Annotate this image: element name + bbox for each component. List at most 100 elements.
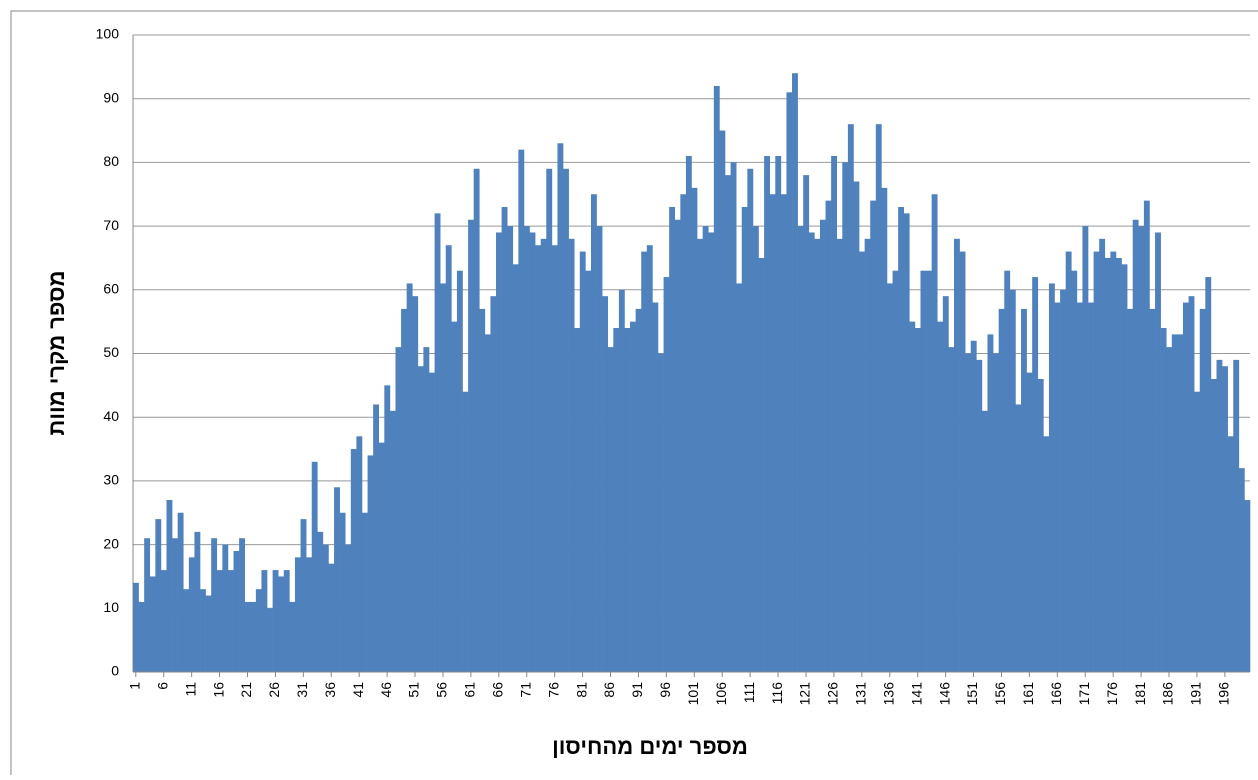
bar bbox=[389, 410, 396, 672]
bar bbox=[1166, 347, 1173, 672]
bar bbox=[847, 124, 854, 673]
x-tick-label: 96 bbox=[657, 682, 673, 698]
x-tick-label: 196 bbox=[1216, 682, 1232, 706]
bar bbox=[557, 143, 564, 673]
x-tick-label: 121 bbox=[797, 682, 813, 706]
bar bbox=[1177, 334, 1184, 672]
bar bbox=[233, 550, 240, 672]
bar bbox=[1026, 372, 1033, 672]
bar bbox=[546, 168, 553, 672]
bar bbox=[133, 582, 139, 672]
bar bbox=[468, 219, 474, 673]
bar bbox=[691, 187, 698, 672]
bar bbox=[294, 557, 301, 672]
bar bbox=[177, 512, 184, 672]
y-tick-label: 70 bbox=[103, 217, 119, 233]
bar bbox=[1009, 289, 1016, 672]
bar bbox=[1099, 238, 1106, 672]
bar bbox=[831, 156, 838, 672]
bar bbox=[149, 576, 156, 672]
bar bbox=[244, 601, 251, 672]
bar bbox=[429, 372, 435, 672]
bar bbox=[1037, 378, 1044, 672]
x-tick-label: 31 bbox=[294, 682, 310, 698]
bar bbox=[1205, 277, 1212, 672]
bar bbox=[183, 589, 190, 672]
bar bbox=[1076, 302, 1083, 672]
bar bbox=[914, 328, 921, 672]
x-tick-label: 41 bbox=[350, 682, 366, 698]
x-tick-label: 146 bbox=[936, 682, 952, 706]
x-tick-label: 71 bbox=[517, 682, 533, 698]
x-tick-label: 81 bbox=[573, 682, 589, 698]
bar bbox=[836, 238, 843, 672]
x-tick-label: 16 bbox=[210, 682, 226, 698]
bar bbox=[1182, 302, 1189, 672]
bar bbox=[1060, 289, 1066, 672]
bar bbox=[144, 538, 151, 672]
bar bbox=[1043, 436, 1050, 672]
bar bbox=[680, 194, 687, 672]
bar bbox=[792, 73, 798, 673]
bar bbox=[1194, 391, 1201, 672]
x-tick-label: 21 bbox=[238, 682, 254, 698]
bar bbox=[730, 162, 737, 672]
bar bbox=[1244, 500, 1251, 672]
bar bbox=[440, 283, 447, 672]
y-axis-title: מספר מקרי מוות bbox=[44, 271, 69, 436]
bar bbox=[1210, 378, 1217, 672]
bar bbox=[445, 245, 452, 672]
bar bbox=[630, 321, 636, 672]
bar bbox=[328, 563, 335, 672]
bar bbox=[200, 589, 206, 672]
x-tick-label: 166 bbox=[1048, 682, 1064, 706]
bar bbox=[747, 168, 754, 672]
bar bbox=[1132, 219, 1139, 673]
x-tick-label: 131 bbox=[853, 682, 869, 706]
bar bbox=[797, 226, 804, 672]
bar bbox=[786, 92, 793, 672]
bar bbox=[736, 283, 743, 672]
bar bbox=[713, 85, 720, 672]
bar bbox=[953, 238, 960, 672]
bar bbox=[574, 328, 581, 672]
bar bbox=[205, 595, 212, 672]
bar bbox=[1199, 308, 1206, 672]
x-tick-label: 51 bbox=[406, 682, 422, 698]
bar bbox=[261, 570, 268, 672]
bar bbox=[317, 531, 324, 672]
y-tick-label: 10 bbox=[103, 599, 119, 615]
bar bbox=[501, 206, 508, 673]
bar bbox=[361, 512, 368, 672]
bar bbox=[334, 487, 340, 672]
bar bbox=[339, 512, 346, 672]
bar bbox=[507, 226, 514, 672]
bar bbox=[725, 175, 731, 672]
y-tick-label: 20 bbox=[103, 535, 119, 551]
x-tick-label: 11 bbox=[182, 682, 198, 697]
bar bbox=[618, 289, 625, 672]
bar bbox=[898, 206, 905, 673]
bar bbox=[719, 130, 726, 673]
bar bbox=[540, 238, 547, 672]
bar bbox=[870, 200, 877, 672]
bar bbox=[367, 455, 374, 672]
bar bbox=[250, 601, 257, 672]
y-tick-label: 50 bbox=[103, 344, 119, 360]
x-tick-label: 56 bbox=[434, 682, 450, 698]
bar bbox=[1088, 302, 1094, 672]
y-tick-label: 80 bbox=[103, 153, 119, 169]
bar bbox=[1138, 226, 1145, 672]
bar bbox=[808, 232, 815, 672]
bar bbox=[657, 353, 664, 672]
bar bbox=[758, 257, 765, 672]
y-tick-label: 40 bbox=[103, 408, 119, 424]
bar bbox=[613, 328, 620, 672]
bar bbox=[959, 251, 966, 672]
bar bbox=[272, 570, 279, 672]
bar bbox=[881, 187, 888, 672]
bar bbox=[685, 156, 692, 672]
bar bbox=[322, 544, 329, 672]
bar bbox=[300, 519, 307, 672]
bar bbox=[1015, 404, 1022, 672]
